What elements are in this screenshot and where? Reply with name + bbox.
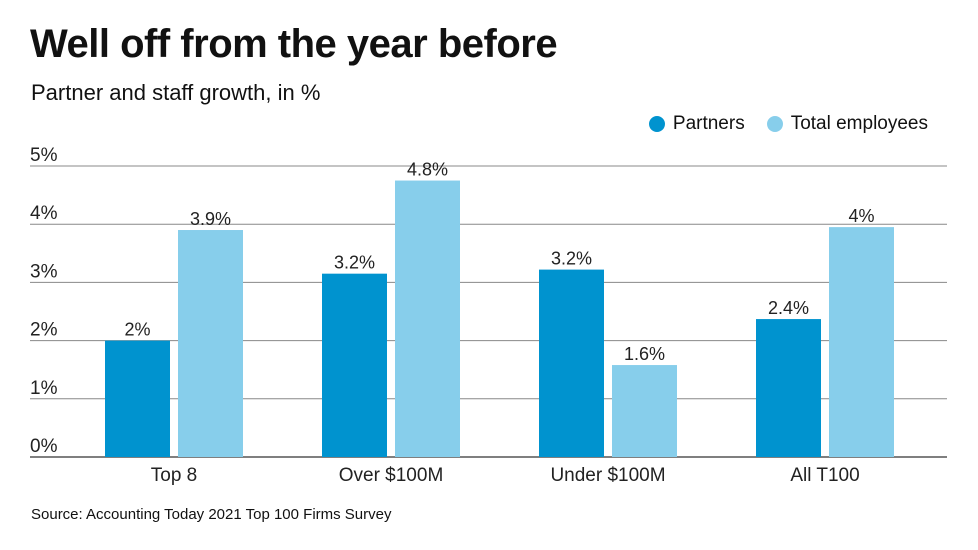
legend-label: Total employees	[790, 113, 928, 134]
data-label: 3.9%	[190, 209, 231, 229]
y-tick-label: 5%	[30, 145, 58, 166]
y-tick-label: 1%	[30, 378, 58, 399]
bar-partners	[322, 273, 387, 457]
bar-partners	[539, 269, 604, 457]
legend-item-total-employees: Total employees	[766, 113, 928, 135]
bar-total-employees	[395, 180, 460, 458]
bar-total-employees	[612, 365, 677, 457]
legend-swatch-partners	[648, 116, 665, 132]
y-tick-label: 3%	[30, 261, 58, 282]
data-label: 4%	[848, 206, 874, 226]
x-tick-label: All T100	[790, 465, 859, 486]
data-label: 2%	[124, 320, 150, 340]
data-label: 3.2%	[334, 253, 375, 273]
data-label: 3.2%	[551, 249, 592, 269]
y-tick-label: 2%	[30, 320, 58, 341]
data-label: 1.6%	[624, 344, 665, 364]
legend-item-partners: Partners	[648, 113, 745, 135]
y-tick-label: 0%	[30, 436, 58, 457]
bar-partners	[756, 319, 821, 457]
chart-title: Well off from the year before	[30, 22, 558, 66]
bar-total-employees	[178, 230, 243, 457]
bar-total-employees	[829, 227, 894, 457]
source-note: Source: Accounting Today 2021 Top 100 Fi…	[31, 506, 392, 523]
x-tick-label: Over $100M	[339, 465, 444, 486]
chart-subtitle: Partner and staff growth, in %	[31, 80, 321, 105]
x-tick-label: Under $100M	[550, 465, 665, 486]
x-tick-label: Top 8	[151, 465, 197, 486]
legend-swatch-total-employees	[766, 116, 783, 132]
data-label: 2.4%	[768, 298, 809, 318]
bar-partners	[105, 340, 170, 457]
y-tick-label: 4%	[30, 203, 58, 224]
data-label: 4.8%	[407, 160, 448, 180]
legend: Partners Total employees	[648, 113, 928, 135]
legend-label: Partners	[672, 113, 745, 134]
